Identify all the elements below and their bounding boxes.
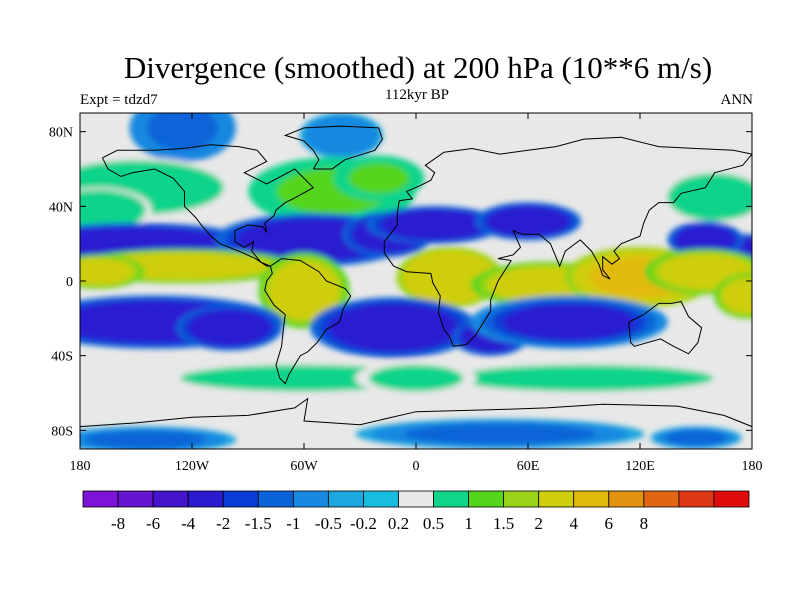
field-contour — [80, 194, 134, 226]
colorbar-swatch — [678, 490, 715, 508]
field-contour — [680, 227, 731, 253]
x-tick-label: 60E — [517, 459, 540, 474]
colorbar-swatch — [398, 490, 434, 508]
colorbar-swatch — [608, 490, 645, 508]
colorbar-label: 4 — [569, 514, 578, 533]
y-tick-label: 80S — [51, 424, 73, 439]
colorbar-swatch — [433, 490, 469, 508]
field-contour — [147, 113, 218, 151]
colorbar-label: 1.5 — [493, 514, 514, 533]
y-tick-label: 40S — [51, 350, 73, 365]
colorbar-swatch — [292, 490, 329, 508]
field-contour — [404, 423, 596, 445]
coastline-australia — [628, 300, 703, 355]
y-tick-label: 0 — [66, 275, 73, 290]
coastline-north-america — [101, 144, 315, 267]
colorbar-label: 6 — [605, 514, 614, 533]
colorbar-label: -6 — [146, 514, 160, 533]
colorbar-swatch — [117, 490, 154, 508]
colorbar-swatch — [468, 490, 505, 508]
colorbar-label: -4 — [181, 514, 196, 533]
colorbar-label: -0.2 — [350, 514, 377, 533]
field-contour — [725, 280, 752, 312]
colorbar-label: -1.5 — [245, 514, 272, 533]
colorbar-label: 1 — [464, 514, 473, 533]
field-contour — [414, 257, 485, 298]
field-contour — [107, 254, 259, 278]
colorbar-label: 0.2 — [388, 514, 409, 533]
experiment-label: Expt = tdzd7 — [80, 92, 158, 108]
field-contour — [313, 120, 370, 151]
coastline-eurasia-africa — [383, 136, 752, 347]
field-region-south-pacific-subtropics — [80, 295, 284, 351]
x-tick-label: 120E — [625, 459, 655, 474]
field-region-amazon — [258, 252, 350, 329]
field-region-subtropical-atlantic-north — [214, 202, 582, 267]
coastline-south-america — [264, 258, 352, 385]
field-region-south-indian-subtropics — [470, 295, 668, 349]
x-tick-label: 60W — [290, 459, 318, 474]
x-tick-label: 0 — [413, 459, 420, 474]
colorbar-swatch — [538, 490, 575, 508]
colorbar-swatch — [82, 490, 119, 508]
field-contour — [492, 208, 564, 234]
colorbar-label: -8 — [111, 514, 125, 533]
colorbar-label: 2 — [534, 514, 543, 533]
colorbar-swatch — [643, 490, 680, 508]
field-contour — [198, 366, 410, 390]
field-contour — [84, 430, 206, 449]
colorbar-swatch — [503, 490, 540, 508]
field-contour — [194, 312, 265, 343]
field-region-antarctica-coast — [80, 418, 742, 449]
coastline-antarctica — [80, 397, 752, 428]
colorbar-label: -0.5 — [315, 514, 342, 533]
colorbar-label: -1 — [286, 514, 300, 533]
y-tick-label: 40N — [49, 200, 73, 215]
field-region-arctic-canada — [129, 113, 236, 163]
colorbar-swatch — [257, 490, 294, 508]
colorbar-label: -2 — [216, 514, 230, 533]
x-tick-label: 120W — [175, 459, 210, 474]
field-region-eastern-pacific-itcz — [80, 248, 297, 289]
field-contour — [679, 179, 750, 215]
field-contour — [80, 260, 129, 283]
season-label: ANN — [720, 92, 754, 108]
field-contour — [375, 366, 457, 390]
field-contour — [338, 307, 449, 348]
colorbar-swatch — [187, 490, 224, 508]
field-contour — [348, 163, 409, 194]
field-region-north-atlantic — [248, 155, 425, 226]
x-tick-label: 180 — [70, 459, 91, 474]
colorbar-label: 8 — [640, 514, 649, 533]
field-contour — [273, 265, 335, 316]
chart-title: Divergence (smoothed) at 200 hPa (10**6 … — [123, 50, 713, 85]
field-contour — [503, 304, 635, 340]
field-contour — [389, 212, 480, 238]
y-tick-label: 80N — [49, 126, 73, 141]
coastline-greenland — [283, 125, 383, 170]
field-region-southern-ocean — [144, 360, 752, 396]
colorbar-swatch — [573, 490, 610, 508]
colorbar-swatch — [222, 490, 259, 508]
colorbar-label: 0.5 — [423, 514, 444, 533]
colorbar-swatch — [327, 490, 364, 508]
field-region-west-pacific — [644, 248, 752, 319]
field-contour — [473, 366, 695, 390]
field-region-north-pacific — [80, 157, 752, 233]
colorbar-swatch — [152, 490, 189, 508]
chart-subtitle: 112kyr BP — [384, 87, 450, 103]
colorbar-swatch — [713, 490, 750, 508]
x-tick-label: 180 — [742, 459, 763, 474]
colorbar-swatch — [363, 490, 399, 508]
field-contour — [665, 430, 727, 446]
